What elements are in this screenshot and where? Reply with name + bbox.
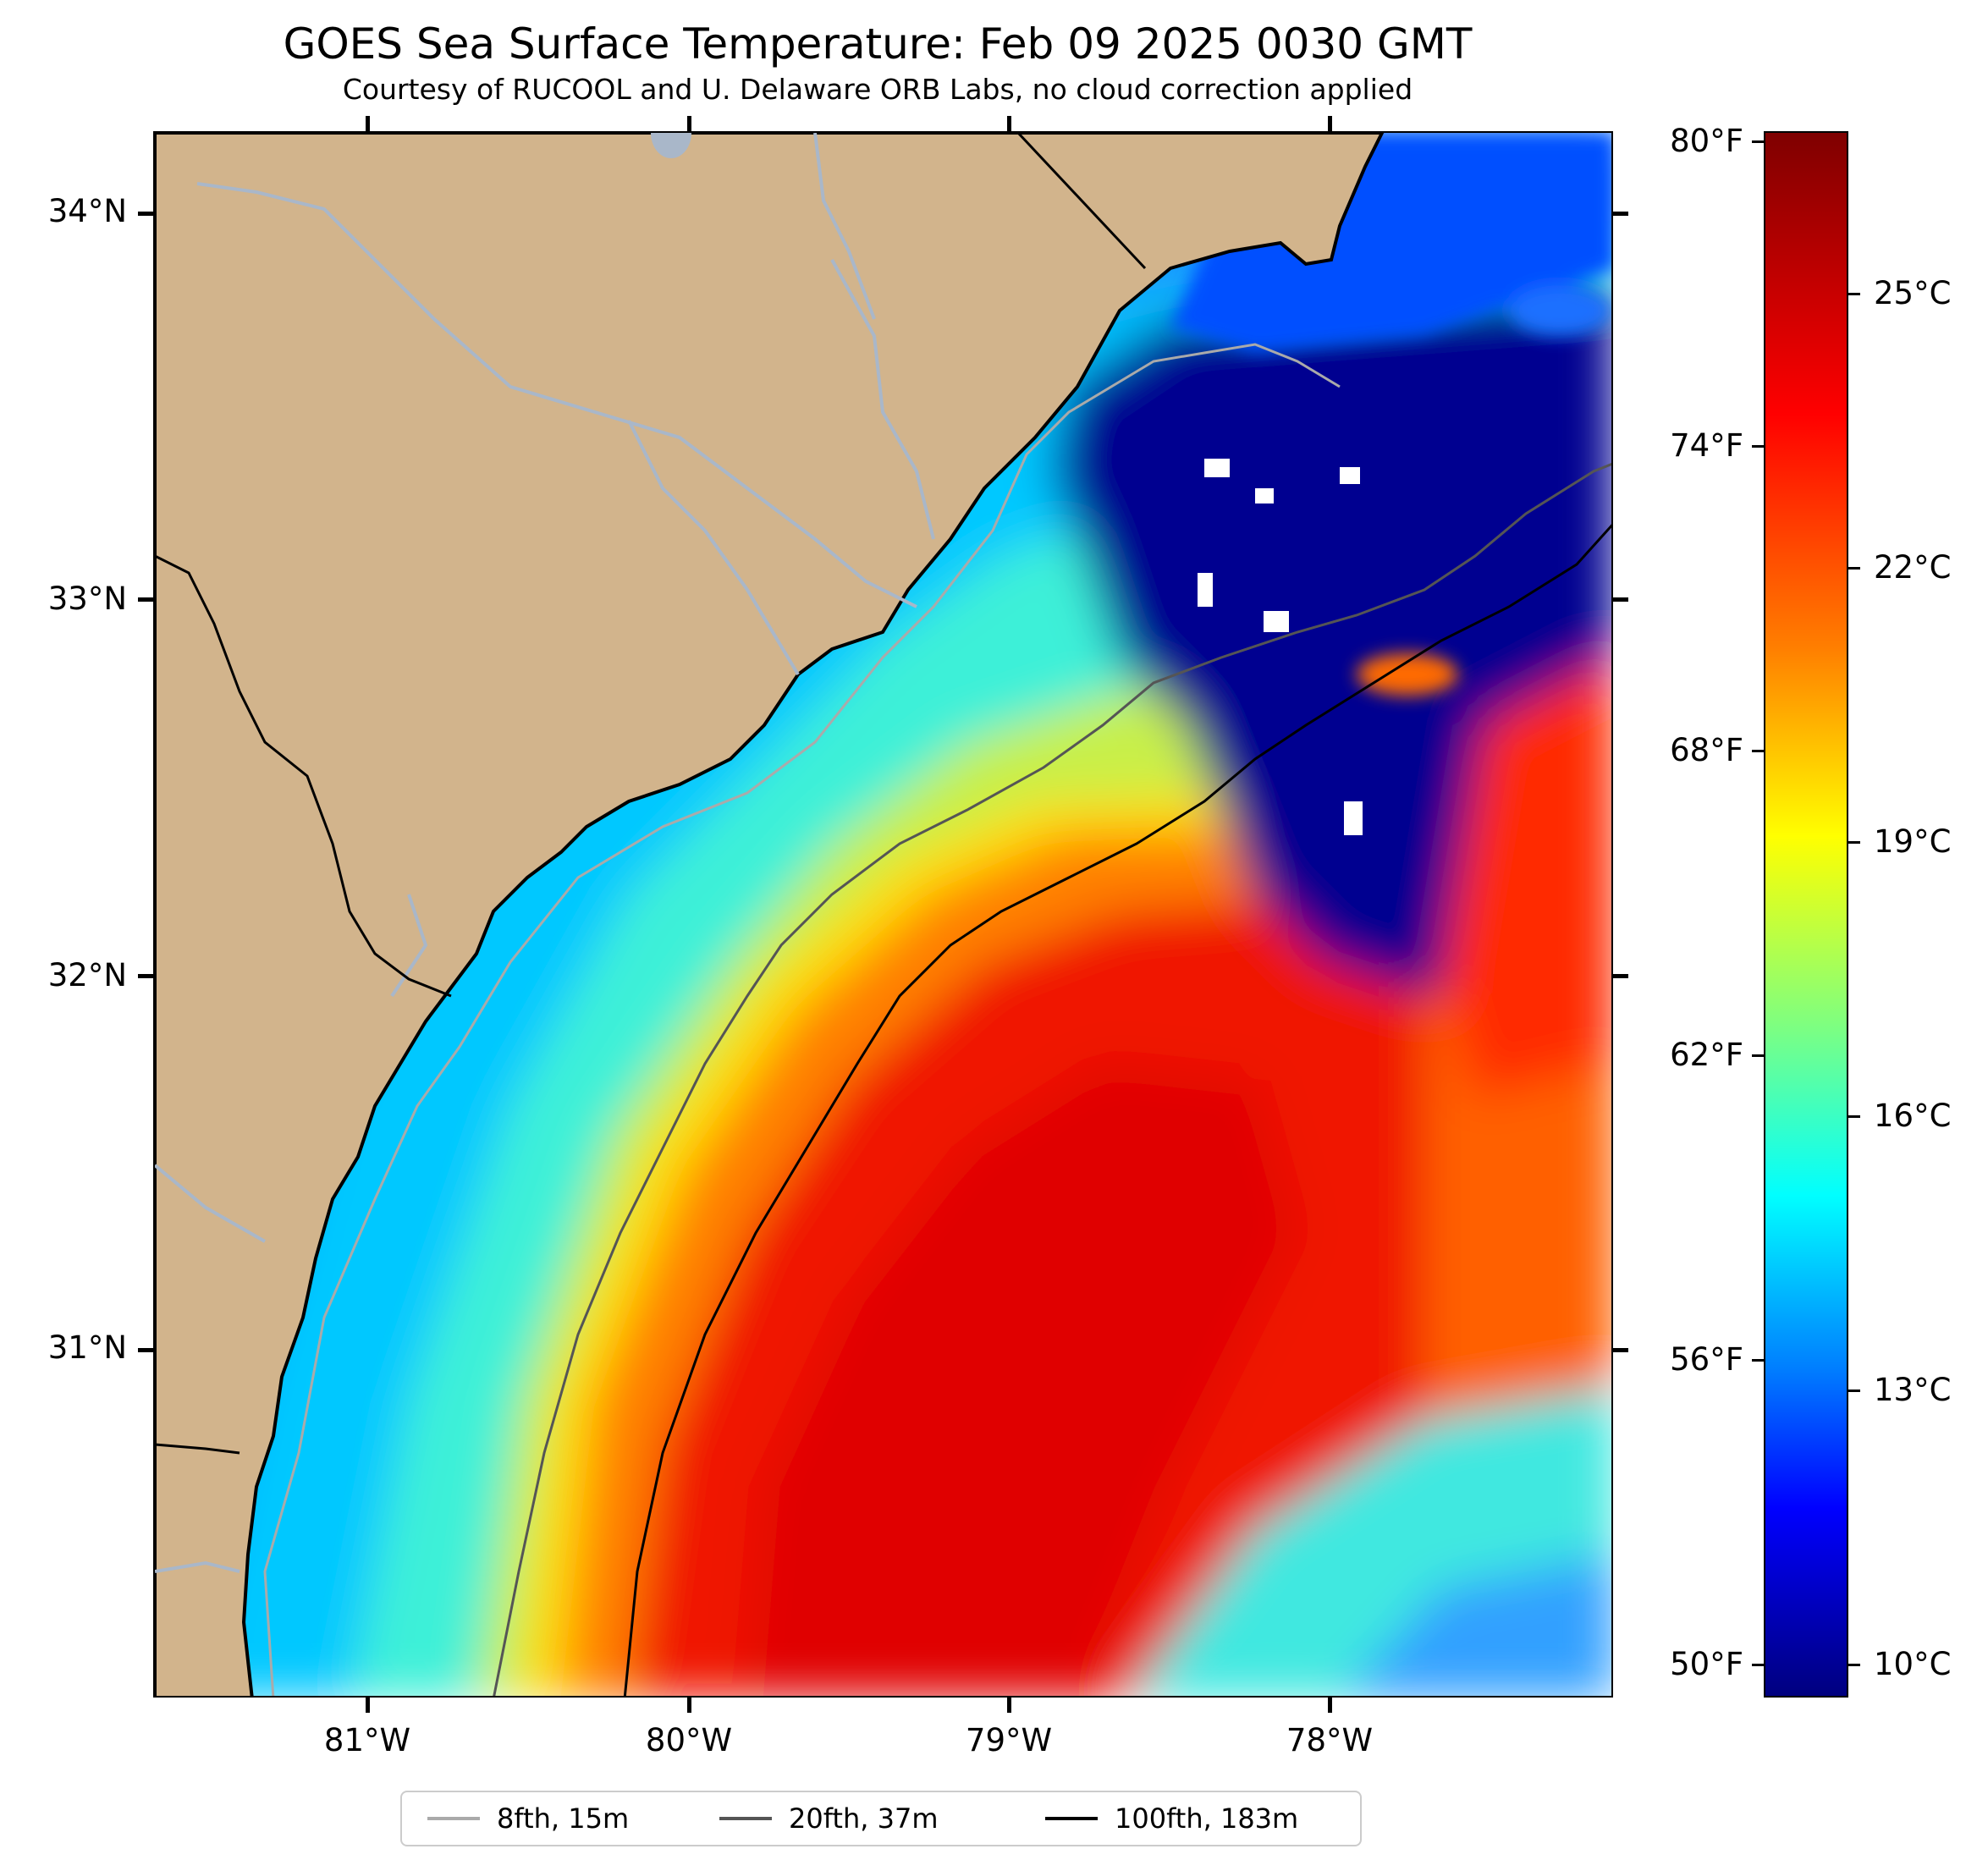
cbar-f-80: 80°F bbox=[1670, 123, 1743, 159]
sst-map bbox=[153, 131, 1613, 1698]
tick-top-81 bbox=[366, 116, 370, 131]
legend-swatch-8fth bbox=[427, 1817, 480, 1820]
cbar-tick-f-50 bbox=[1752, 1664, 1764, 1666]
tick-right-32 bbox=[1613, 974, 1628, 978]
cbar-f-68: 68°F bbox=[1670, 732, 1743, 768]
cbar-c-13: 13°C bbox=[1874, 1372, 1952, 1408]
bathymetry-contours bbox=[263, 343, 1611, 1696]
cbar-tick-c-25 bbox=[1848, 293, 1860, 295]
colorbar bbox=[1764, 131, 1848, 1698]
rivers bbox=[155, 133, 935, 1573]
cbar-tick-c-19 bbox=[1848, 841, 1860, 844]
lat-label-31: 31°N bbox=[47, 1329, 127, 1366]
cbar-tick-f-74 bbox=[1752, 445, 1764, 448]
lon-label-80: 80°W bbox=[645, 1722, 733, 1758]
cbar-tick-c-13 bbox=[1848, 1389, 1860, 1392]
legend-item-8fth: 8fth, 15m bbox=[427, 1792, 629, 1845]
cbar-tick-f-68 bbox=[1752, 750, 1764, 752]
cbar-c-16: 16°C bbox=[1874, 1098, 1952, 1134]
legend-item-100fth: 100fth, 183m bbox=[1045, 1792, 1298, 1845]
tick-left-32 bbox=[138, 974, 153, 978]
tick-right-34 bbox=[1613, 212, 1628, 216]
legend-swatch-100fth bbox=[1045, 1817, 1098, 1820]
lon-label-81: 81°W bbox=[323, 1722, 411, 1758]
chart-title: GOES Sea Surface Temperature: Feb 09 202… bbox=[283, 19, 1473, 69]
tick-left-33 bbox=[138, 597, 153, 602]
tick-bottom-79 bbox=[1007, 1698, 1011, 1713]
tick-bottom-81 bbox=[366, 1698, 370, 1713]
boundaries bbox=[155, 133, 1147, 1455]
cbar-tick-c-10 bbox=[1848, 1664, 1860, 1666]
cbar-f-62: 62°F bbox=[1670, 1037, 1743, 1073]
tick-top-79 bbox=[1007, 116, 1011, 131]
legend-label-8fth: 8fth, 15m bbox=[497, 1802, 630, 1835]
tick-top-78 bbox=[1328, 116, 1332, 131]
lat-label-33: 33°N bbox=[47, 581, 127, 617]
chart-subtitle: Courtesy of RUCOOL and U. Delaware ORB L… bbox=[342, 73, 1413, 106]
tick-top-80 bbox=[687, 116, 691, 131]
cbar-tick-f-62 bbox=[1752, 1054, 1764, 1057]
cbar-f-74: 74°F bbox=[1670, 427, 1743, 464]
tick-bottom-78 bbox=[1328, 1698, 1332, 1713]
lat-label-34: 34°N bbox=[47, 193, 127, 229]
cbar-c-19: 19°C bbox=[1874, 823, 1952, 860]
cbar-c-22: 22°C bbox=[1874, 549, 1952, 586]
cbar-f-56: 56°F bbox=[1670, 1341, 1743, 1378]
lon-label-79: 79°W bbox=[965, 1722, 1053, 1758]
cbar-c-25: 25°C bbox=[1874, 275, 1952, 311]
cbar-c-10: 10°C bbox=[1874, 1646, 1952, 1682]
tick-left-34 bbox=[138, 212, 153, 216]
tick-right-31 bbox=[1613, 1348, 1628, 1352]
legend-swatch-20fth bbox=[719, 1817, 772, 1820]
cbar-tick-f-80 bbox=[1752, 140, 1764, 143]
cbar-tick-f-56 bbox=[1752, 1359, 1764, 1362]
land bbox=[155, 133, 1385, 1696]
cbar-f-50: 50°F bbox=[1670, 1646, 1743, 1682]
legend-label-20fth: 20fth, 37m bbox=[789, 1802, 939, 1835]
tick-right-33 bbox=[1613, 597, 1628, 602]
cbar-tick-c-16 bbox=[1848, 1115, 1860, 1118]
cbar-tick-c-22 bbox=[1848, 567, 1860, 570]
lon-label-78: 78°W bbox=[1286, 1722, 1374, 1758]
lat-label-32: 32°N bbox=[47, 957, 127, 993]
tick-bottom-80 bbox=[687, 1698, 691, 1713]
legend: 8fth, 15m 20fth, 37m 100fth, 183m bbox=[400, 1791, 1362, 1846]
no-data-patches bbox=[1198, 459, 1363, 835]
legend-item-20fth: 20fth, 37m bbox=[719, 1792, 938, 1845]
legend-label-100fth: 100fth, 183m bbox=[1115, 1802, 1299, 1835]
tick-left-31 bbox=[138, 1348, 153, 1352]
